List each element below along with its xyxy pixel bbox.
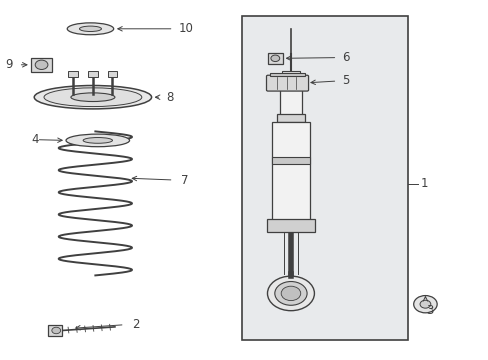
Ellipse shape: [44, 88, 142, 107]
Circle shape: [52, 327, 61, 334]
Ellipse shape: [419, 300, 430, 308]
FancyBboxPatch shape: [270, 73, 304, 76]
Circle shape: [274, 282, 306, 305]
FancyBboxPatch shape: [277, 114, 304, 122]
FancyBboxPatch shape: [282, 71, 299, 76]
Text: 9: 9: [5, 58, 12, 71]
Ellipse shape: [83, 138, 112, 143]
FancyBboxPatch shape: [280, 76, 301, 115]
Circle shape: [270, 55, 279, 62]
FancyBboxPatch shape: [272, 122, 309, 220]
Circle shape: [281, 286, 300, 301]
FancyBboxPatch shape: [68, 71, 78, 77]
Text: 7: 7: [181, 174, 188, 186]
FancyBboxPatch shape: [267, 53, 282, 64]
FancyBboxPatch shape: [88, 71, 98, 77]
FancyBboxPatch shape: [48, 325, 62, 336]
Ellipse shape: [67, 23, 113, 35]
Circle shape: [267, 276, 314, 311]
Text: 10: 10: [178, 22, 193, 35]
Text: 1: 1: [420, 177, 427, 190]
Ellipse shape: [413, 296, 436, 313]
Circle shape: [35, 60, 48, 69]
Ellipse shape: [71, 93, 115, 102]
FancyBboxPatch shape: [266, 219, 315, 232]
FancyBboxPatch shape: [31, 58, 52, 72]
Ellipse shape: [34, 85, 151, 109]
Text: 5: 5: [342, 75, 349, 87]
Text: 6: 6: [342, 51, 349, 64]
Ellipse shape: [79, 26, 102, 31]
Text: 4: 4: [32, 133, 39, 146]
Text: 3: 3: [426, 304, 433, 317]
Text: 2: 2: [132, 318, 139, 331]
FancyBboxPatch shape: [272, 157, 309, 164]
Ellipse shape: [66, 134, 129, 147]
FancyBboxPatch shape: [266, 75, 308, 91]
FancyBboxPatch shape: [107, 71, 117, 77]
FancyBboxPatch shape: [242, 16, 407, 340]
Text: 8: 8: [166, 91, 173, 104]
